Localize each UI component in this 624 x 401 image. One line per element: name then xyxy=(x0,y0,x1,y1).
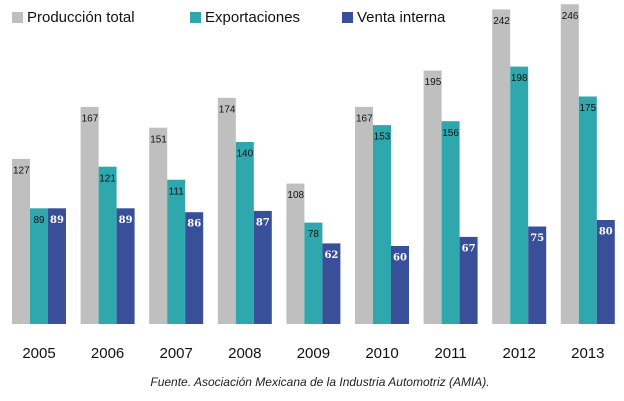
bar xyxy=(48,208,66,324)
legend-label: Producción total xyxy=(27,9,135,26)
legend-swatch xyxy=(12,12,23,23)
legend-label: Exportaciones xyxy=(205,9,300,26)
bar xyxy=(167,179,186,324)
value-label: 87 xyxy=(256,217,270,228)
value-label: 89 xyxy=(119,215,133,226)
bar xyxy=(528,226,547,324)
bar xyxy=(98,166,117,324)
value-label: 111 xyxy=(169,186,185,197)
value-label: 174 xyxy=(219,104,236,115)
bar xyxy=(30,208,48,324)
bar xyxy=(355,106,373,325)
x-tick-label: 2006 xyxy=(91,345,124,362)
value-label: 156 xyxy=(442,128,459,139)
value-label: 86 xyxy=(187,219,201,230)
bar xyxy=(510,66,529,324)
value-label: 198 xyxy=(511,73,528,84)
bar xyxy=(217,97,236,324)
value-label: 89 xyxy=(33,215,45,226)
value-label: 62 xyxy=(324,250,338,261)
bar xyxy=(253,210,272,324)
x-tick-label: 2005 xyxy=(22,345,55,362)
source-note: Fuente. Asociación Mexicana de la Indust… xyxy=(150,375,489,389)
bar xyxy=(185,212,204,324)
bar xyxy=(596,220,615,324)
legend-label: Venta interna xyxy=(357,9,446,26)
bar xyxy=(116,208,135,324)
value-label: 78 xyxy=(308,229,320,240)
bar xyxy=(492,9,511,325)
bar xyxy=(286,183,305,324)
bar xyxy=(391,246,409,324)
bar xyxy=(322,243,341,324)
x-tick-label: 2009 xyxy=(297,345,330,362)
x-tick-label: 2013 xyxy=(571,345,604,362)
value-label: 153 xyxy=(374,132,391,143)
value-label: 167 xyxy=(356,114,373,125)
bar xyxy=(235,142,254,324)
x-tick-label: 2012 xyxy=(503,345,536,362)
bar xyxy=(80,106,99,325)
bar xyxy=(12,158,30,324)
value-label: 67 xyxy=(462,243,476,254)
value-label: 75 xyxy=(530,233,544,244)
legend-swatch xyxy=(190,12,201,23)
value-label: 108 xyxy=(287,190,304,201)
value-label: 127 xyxy=(13,166,30,177)
value-label: 80 xyxy=(599,227,613,238)
value-label: 89 xyxy=(50,215,64,226)
legend-swatch xyxy=(342,12,353,23)
value-label: 60 xyxy=(393,253,407,264)
value-label: 175 xyxy=(579,103,596,114)
value-label: 121 xyxy=(99,173,116,184)
value-label: 246 xyxy=(562,11,579,22)
bar xyxy=(560,4,579,324)
bar xyxy=(578,96,597,324)
bar xyxy=(441,121,460,324)
value-label: 242 xyxy=(493,16,510,27)
x-tick-label: 2011 xyxy=(434,345,466,362)
bar xyxy=(423,70,442,324)
value-label: 151 xyxy=(150,134,167,145)
value-label: 195 xyxy=(425,77,442,88)
value-label: 140 xyxy=(236,149,253,160)
x-tick-label: 2010 xyxy=(365,345,398,362)
bar xyxy=(149,127,168,324)
bar xyxy=(304,222,323,324)
bar xyxy=(373,125,391,324)
x-tick-label: 2008 xyxy=(228,345,261,362)
bar xyxy=(459,236,478,324)
value-label: 167 xyxy=(82,114,99,125)
x-tick-label: 2007 xyxy=(160,345,193,362)
